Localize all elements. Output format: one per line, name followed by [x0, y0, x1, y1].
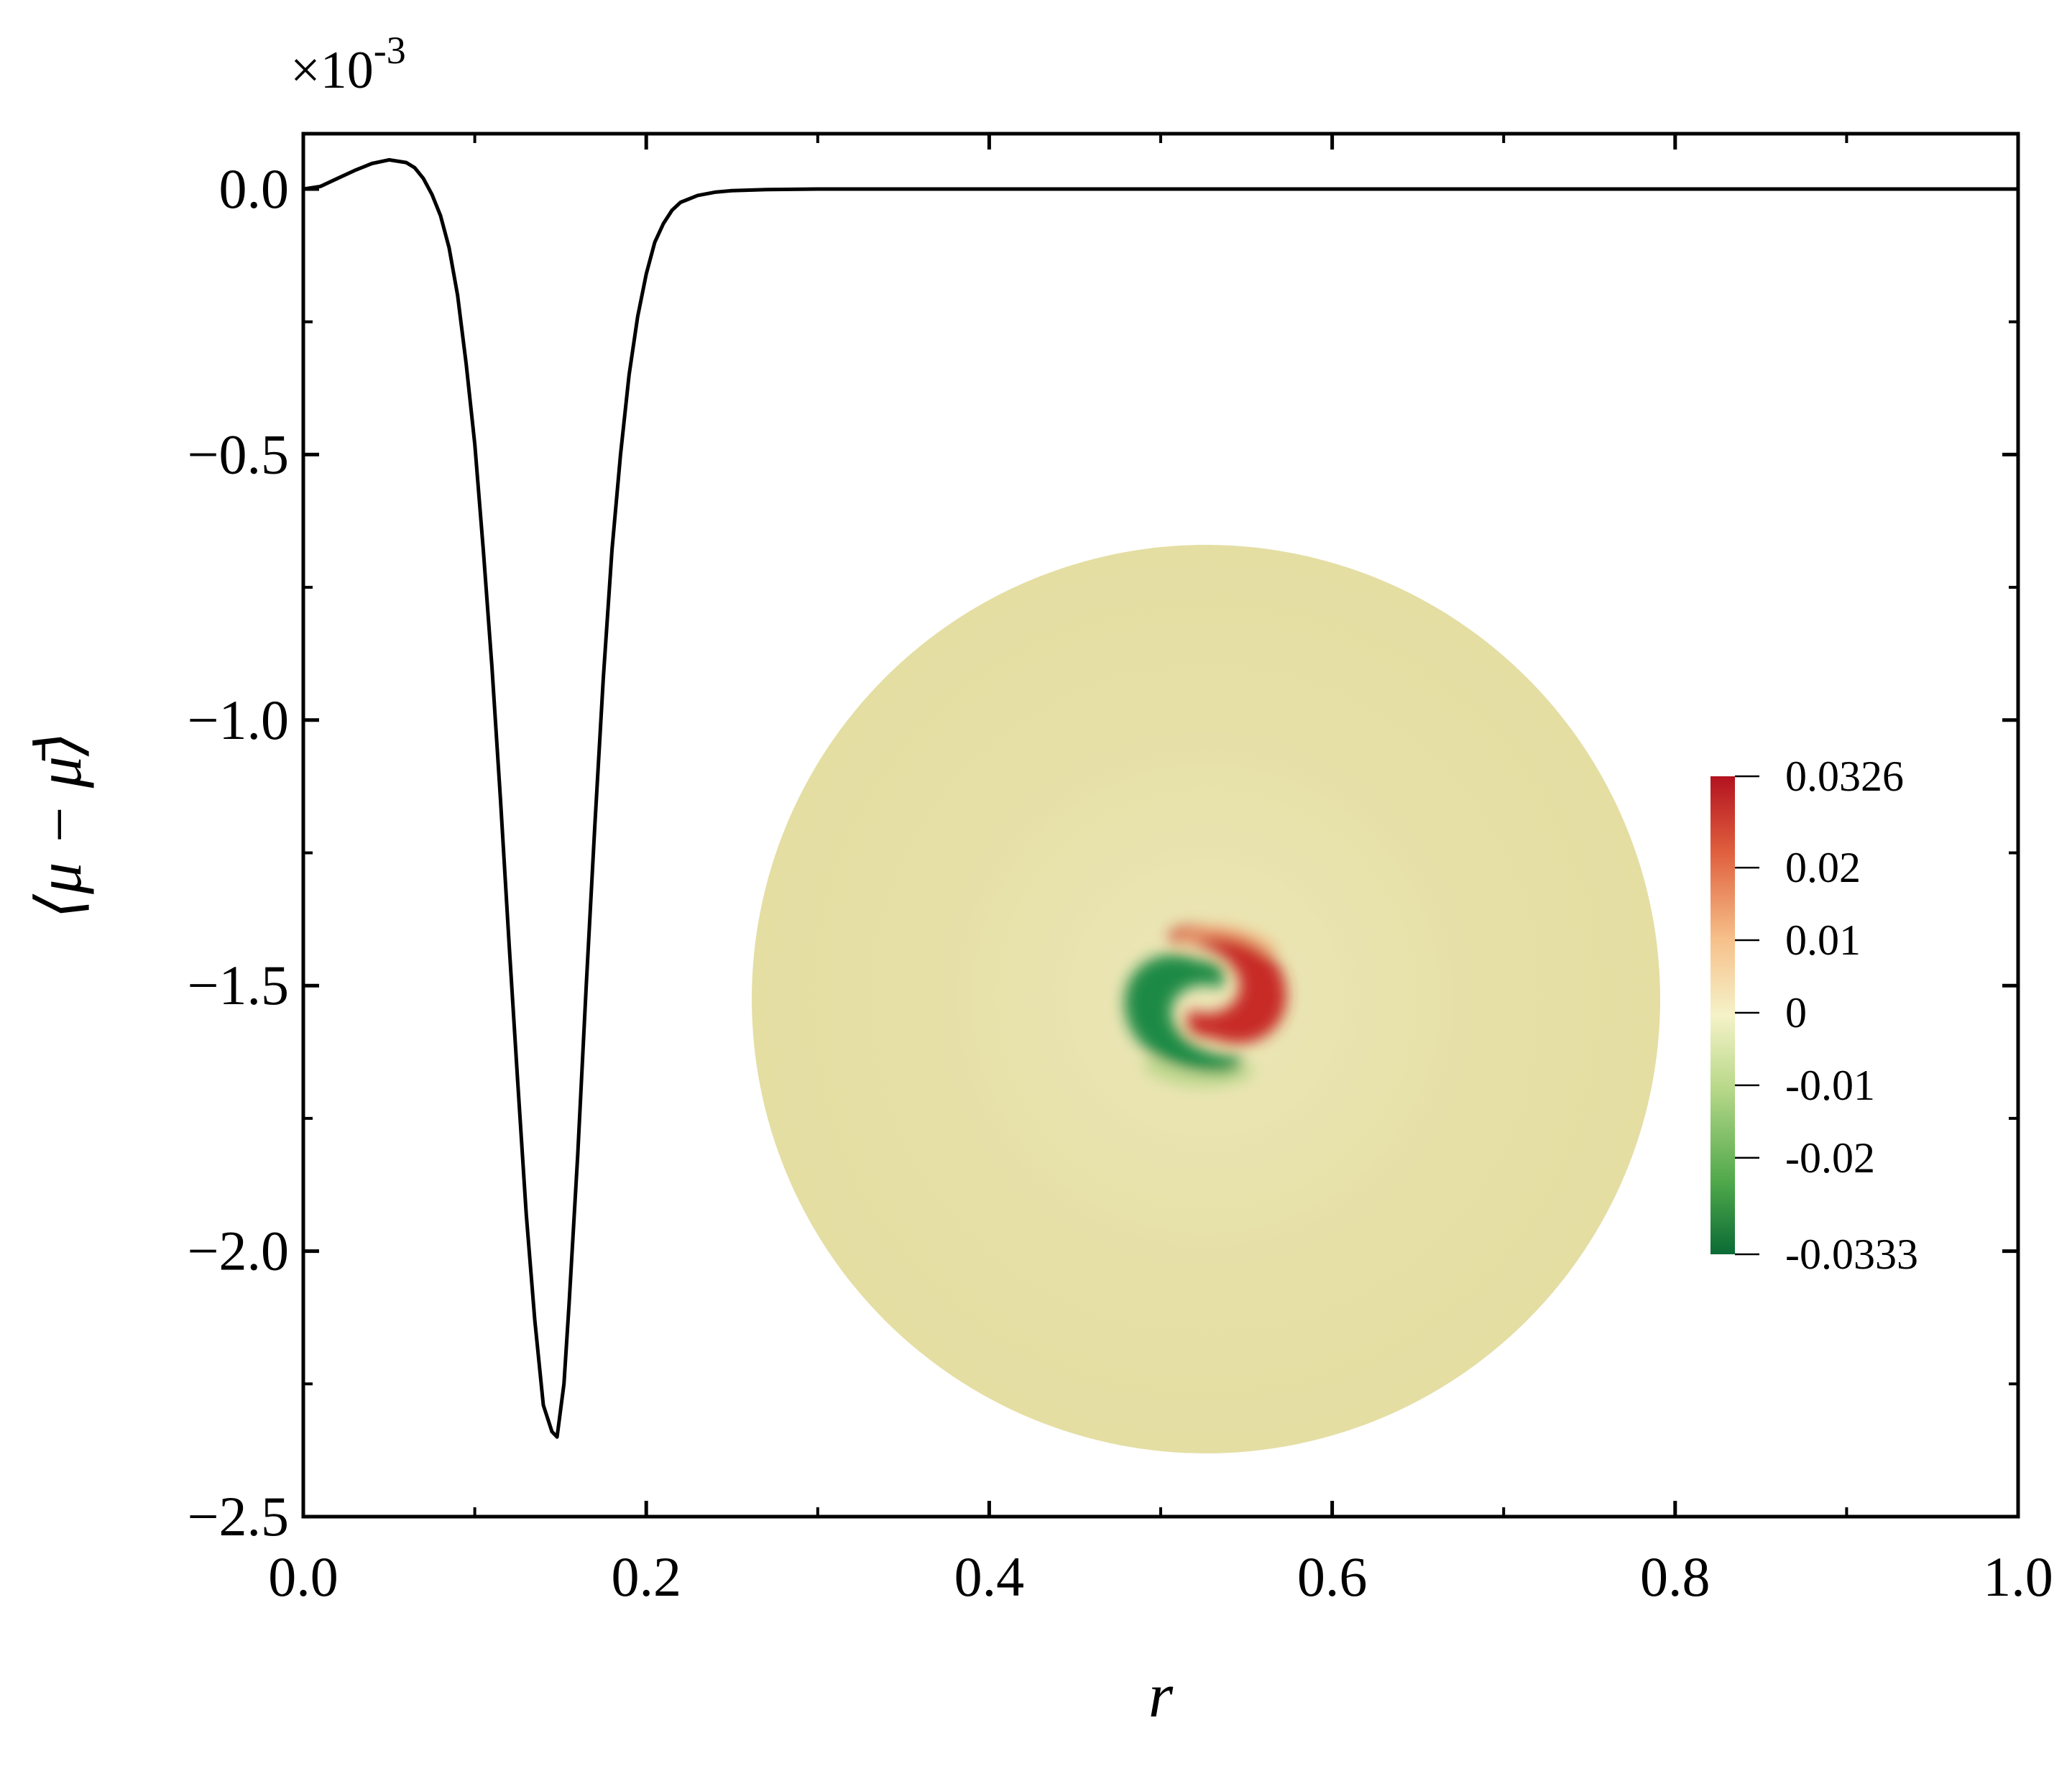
- x-axis-title: r: [1148, 1661, 1174, 1731]
- inset-disk: [752, 545, 1660, 1453]
- colorbar-tick-label: -0.01: [1785, 1062, 1875, 1109]
- colorbar-ticks: 0.0326 0.02 0.01 0 -0.01 -0.02 -0.0333: [1735, 753, 1918, 1278]
- vortex-lobe-negative: [1125, 955, 1243, 1073]
- y-multiplier-exponent: -3: [374, 29, 406, 72]
- x-tick-label: 0.0: [268, 1545, 339, 1608]
- x-tick-label: 0.6: [1297, 1545, 1368, 1608]
- colorbar-tick-label: 0.0326: [1785, 753, 1904, 800]
- x-tick-label: 0.2: [611, 1545, 681, 1608]
- colorbar-tick-label: 0.01: [1785, 916, 1861, 964]
- inset-heatmap: [752, 545, 1660, 1453]
- y-tick-label: −2.0: [188, 1220, 290, 1282]
- y-axis-ticks: 0.0 −0.5 −1.0 −1.5 −2.0 −2.5: [188, 157, 2018, 1548]
- x-tick-label: 1.0: [1983, 1545, 2053, 1608]
- y-tick-label: −0.5: [188, 423, 290, 485]
- vortex-lobe-positive-halo: [1179, 926, 1279, 956]
- vortex-lobe-negative-halo: [1143, 1057, 1254, 1087]
- colorbar-tick-label: 0: [1785, 989, 1807, 1036]
- colorbar-tick-label: -0.0333: [1785, 1231, 1918, 1278]
- y-axis-title: ⟨μ − μ̄⟩: [25, 732, 95, 919]
- y-tick-label: −1.5: [188, 954, 290, 1016]
- vortex-lobe-positive: [1169, 925, 1286, 1044]
- series-line: [303, 157, 2018, 1439]
- y-tick-label: 0.0: [219, 157, 290, 220]
- x-tick-label: 0.8: [1640, 1545, 1710, 1608]
- colorbar-tick-label: 0.02: [1785, 844, 1861, 891]
- vortex-pattern: [1125, 925, 1286, 1087]
- colorbar-gradient: [1710, 776, 1735, 1254]
- colorbar: 0.0326 0.02 0.01 0 -0.01 -0.02 -0.0333: [1710, 753, 1918, 1278]
- y-multiplier: ×10-3: [290, 29, 406, 100]
- x-tick-label: 0.4: [954, 1545, 1025, 1608]
- colorbar-tick-label: -0.02: [1785, 1134, 1875, 1182]
- y-tick-label: −2.5: [188, 1485, 290, 1548]
- y-tick-label: −1.0: [188, 689, 290, 751]
- x-axis-ticks: 0.0 0.2 0.4 0.6 0.8 1.0: [268, 134, 2053, 1608]
